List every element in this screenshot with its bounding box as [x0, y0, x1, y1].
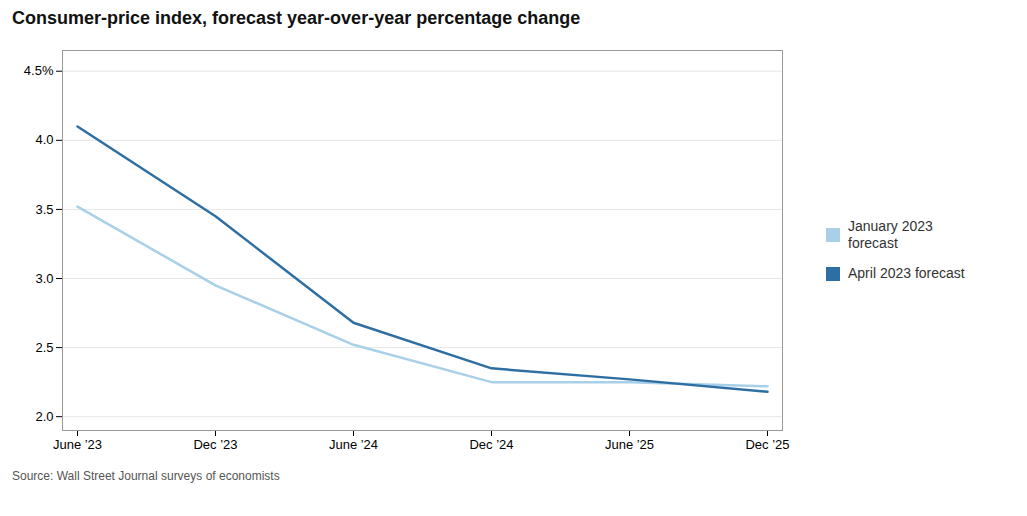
html-text:Source: Wall Street Journal su: Source: Wall Street Journal surveys of e…	[12, 469, 280, 483]
svg-text:June ’25: June ’25	[605, 437, 654, 452]
svg-text:Dec ’25: Dec ’25	[745, 437, 789, 452]
svg-text:4.0: 4.0	[35, 132, 53, 147]
svg-text:2.5: 2.5	[35, 340, 53, 355]
svg-text:4.5%: 4.5%	[24, 63, 54, 78]
html-text:April 2023 forecast: April 2023 forecast	[848, 265, 965, 282]
html-text:Consumer-price index, forecast: Consumer-price index, forecast year-over…	[12, 8, 581, 28]
svg-text:June ’24: June ’24	[329, 437, 378, 452]
svg-text:June ’23: June ’23	[53, 437, 102, 452]
svg-text:Dec ’23: Dec ’23	[193, 437, 237, 452]
svg-text:Dec ’24: Dec ’24	[469, 437, 513, 452]
svg-text:3.5: 3.5	[35, 202, 53, 217]
svg-text:3.0: 3.0	[35, 271, 53, 286]
svg-text:2.0: 2.0	[35, 409, 53, 424]
html-text:January 2023 forecast: January 2023 forecast	[848, 217, 933, 251]
